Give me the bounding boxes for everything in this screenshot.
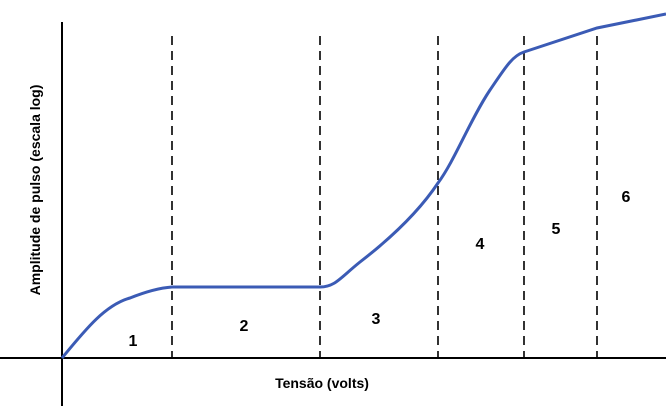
x-axis-label: Tensão (volts) xyxy=(275,375,369,391)
region-label: 1 xyxy=(129,333,138,350)
region-label: 5 xyxy=(552,221,561,238)
y-axis-label: Amplitude de pulso (escala log) xyxy=(27,85,43,296)
pulse-curve xyxy=(60,12,666,359)
region-label: 6 xyxy=(622,189,631,206)
region-label: 3 xyxy=(372,311,381,328)
region-label: 4 xyxy=(476,236,485,253)
region-label: 2 xyxy=(240,318,249,335)
